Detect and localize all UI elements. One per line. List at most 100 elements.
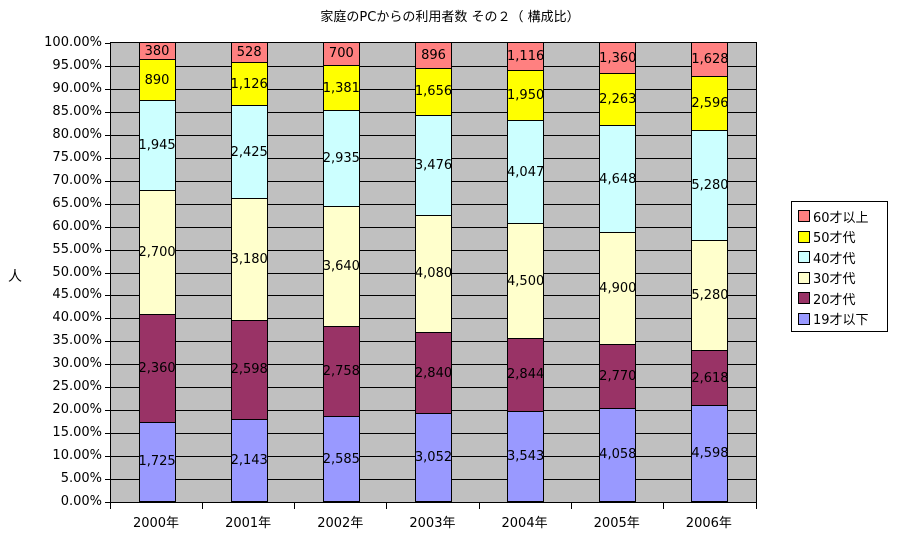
legend-label: 19才以下 (813, 313, 869, 329)
legend-swatch-icon (798, 271, 810, 284)
legend-swatch-icon (798, 292, 810, 305)
x-tick (386, 503, 388, 509)
data-label: 3,640 (322, 259, 360, 275)
bar-segment: 1,945 (138, 100, 176, 191)
plot-area: 1,725 2,360 2,700 1,945 890 380 2,143 2,598 3,18… (105, 42, 757, 503)
y-tick (105, 387, 111, 389)
legend-swatch-icon (798, 230, 810, 243)
y-tick (105, 410, 111, 412)
legend: 60才以上 50才代 40才代 30才代 20才代 19才以下 (791, 201, 888, 332)
data-label: 2,935 (322, 151, 360, 167)
bar-2001年: 2,143 2,598 3,180 2,425 1,126 528 (230, 42, 268, 502)
data-label: 1,381 (322, 80, 360, 96)
data-label: 1,950 (507, 88, 545, 104)
bar-segment: 2,596 (691, 75, 729, 132)
data-label: 1,360 (599, 50, 637, 66)
x-tick (570, 503, 572, 509)
bar-2004年: 3,543 2,844 4,500 4,047 1,950 1,116 (507, 42, 545, 502)
x-tick (478, 503, 480, 509)
y-tick (105, 65, 111, 67)
y-tick (105, 479, 111, 481)
bar-segment: 4,080 (415, 214, 452, 333)
data-label: 700 (328, 46, 354, 62)
data-label: 5,280 (691, 178, 729, 194)
bar-2000年: 1,725 2,360 2,700 1,945 890 380 (138, 42, 176, 502)
x-tick-label: 2003年 (409, 516, 456, 531)
y-tick (105, 272, 111, 274)
chart-title: 家庭のPCからの利用者数 その２（ 構成比） (320, 10, 580, 25)
bar-segment: 2,598 (230, 319, 268, 421)
legend-item: 60才以上 (798, 206, 887, 227)
legend-swatch-icon (798, 312, 810, 325)
bar-segment: 2,770 (599, 344, 636, 409)
data-label: 4,500 (507, 273, 545, 289)
bar-segment: 2,143 (231, 419, 268, 502)
bar-segment: 1,656 (414, 67, 453, 117)
bar-segment: 1,725 (138, 421, 176, 502)
y-tick-label: 70.00% (52, 172, 102, 188)
x-tick-label: 2004年 (501, 516, 548, 531)
data-label: 2,425 (230, 144, 268, 160)
bar-segment: 2,758 (323, 325, 360, 418)
legend-item: 20才代 (798, 288, 887, 309)
data-label: 2,770 (599, 369, 637, 385)
y-tick-label: 40.00% (52, 310, 102, 326)
x-tick (294, 503, 296, 509)
y-tick-label: 45.00% (52, 287, 102, 303)
x-tick-label: 2005年 (593, 516, 640, 531)
data-label: 2,844 (507, 367, 545, 383)
bar-segment: 1,360 (599, 42, 637, 75)
data-label: 528 (236, 45, 262, 61)
bar-segment: 3,180 (231, 198, 268, 321)
bar-segment: 2,360 (138, 313, 176, 423)
data-label: 2,598 (230, 362, 268, 378)
bar-segment: 3,640 (322, 206, 360, 327)
legend-label: 30才代 (813, 272, 856, 288)
y-tick-label: 55.00% (52, 241, 102, 257)
y-tick-label: 5.00% (60, 471, 102, 487)
bar-segment: 1,116 (507, 42, 545, 72)
data-label: 2,585 (322, 451, 360, 467)
bar-segment: 896 (415, 42, 452, 69)
bar-segment: 2,263 (599, 73, 637, 127)
y-tick-label: 35.00% (52, 333, 102, 349)
bar-segment: 4,598 (691, 405, 729, 502)
bar-segment: 4,900 (599, 231, 637, 346)
x-tick (662, 503, 664, 509)
y-tick (105, 88, 111, 90)
x-tick (202, 503, 204, 509)
bar-segment: 528 (230, 42, 268, 64)
data-label: 1,725 (138, 454, 176, 470)
data-label: 4,900 (599, 281, 637, 297)
y-tick (105, 341, 111, 343)
y-tick (105, 249, 111, 251)
data-label: 4,598 (691, 446, 729, 462)
data-label: 3,543 (507, 448, 545, 464)
legend-label: 60才以上 (813, 210, 869, 226)
bar-2006年: 4,598 2,618 5,280 5,280 2,596 1,628 (691, 42, 729, 502)
bar-segment: 2,935 (322, 110, 360, 208)
bar-segment: 380 (138, 42, 176, 61)
bar-segment: 2,840 (415, 331, 452, 415)
data-label: 1,116 (507, 49, 545, 65)
y-tick-label: 75.00% (52, 149, 102, 165)
bar-segment: 4,058 (599, 407, 636, 502)
bar-segment: 700 (322, 42, 360, 66)
bar-segment: 1,126 (231, 62, 268, 107)
x-tick-label: 2002年 (317, 516, 364, 531)
data-label: 2,700 (138, 244, 176, 260)
y-tick-label: 50.00% (52, 264, 102, 280)
legend-swatch-icon (798, 210, 810, 223)
legend-swatch-icon (798, 251, 810, 264)
bar-segment: 3,543 (507, 410, 545, 502)
data-label: 1,656 (414, 84, 453, 100)
bar-2005年: 4,058 2,770 4,900 4,648 2,263 1,360 (599, 42, 637, 502)
y-tick (105, 226, 111, 228)
bar-segment: 2,618 (691, 350, 729, 407)
y-tick-label: 65.00% (52, 195, 102, 211)
bar-segment: 890 (138, 59, 176, 102)
y-tick (105, 111, 111, 113)
data-label: 2,263 (599, 92, 637, 108)
data-label: 4,047 (507, 164, 545, 180)
bar-segment: 1,950 (507, 70, 545, 122)
